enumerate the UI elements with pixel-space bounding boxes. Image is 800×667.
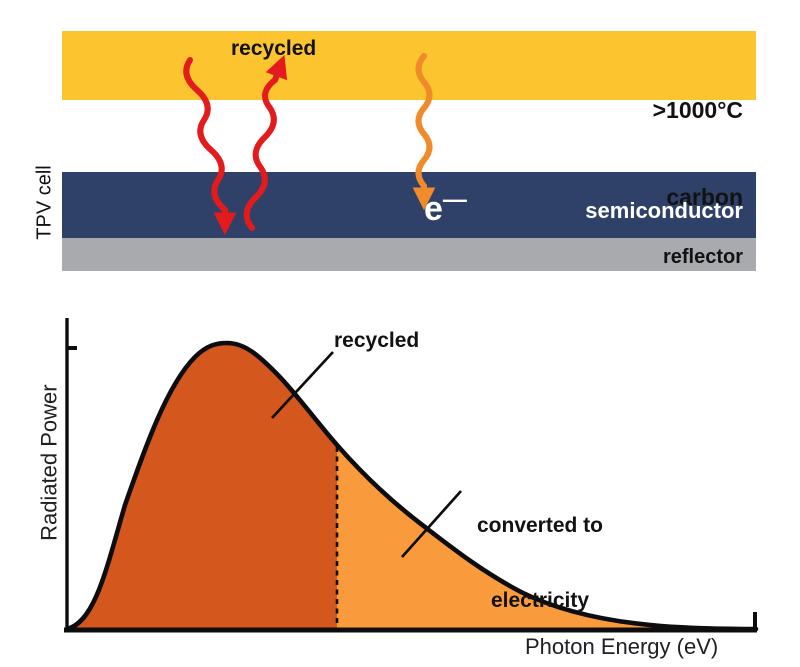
x-axis-label: Photon Energy (eV) [525,634,719,659]
reflector-label: reflector [662,246,743,268]
reflector-bar [62,238,756,271]
semiconductor-label: semiconductor [585,198,743,223]
red-photon-up-arrow [243,54,288,231]
recycled-annotation-line [271,351,334,419]
spectrum-curve [64,340,759,632]
spectrum-chart [64,318,759,633]
converted-annotation-line1: converted to [476,514,604,537]
orange-photon-arrow [412,53,436,211]
y-axis-label: Radiated Power [36,384,62,541]
emitter-bar [62,31,756,100]
temperature-text: >1000°C [652,97,743,123]
converted-annotation-line2: electricity [490,589,590,612]
converted-annotation: converted to electricity [440,463,640,663]
electron-charge-superscript: — [442,186,467,214]
red-photon-down-arrow [183,57,237,236]
recycled-annotation: recycled [334,329,420,352]
recycled-area [67,343,337,631]
emitter-temperature-label: >1000°C carbon [653,38,743,270]
photon-arrows-canvas [183,53,436,236]
converted-area [337,445,756,631]
semiconductor-bar [62,172,756,238]
converted-annotation-line [400,490,463,558]
recycled-photons-label: recycled [231,37,317,60]
material-text: carbon [666,184,743,210]
